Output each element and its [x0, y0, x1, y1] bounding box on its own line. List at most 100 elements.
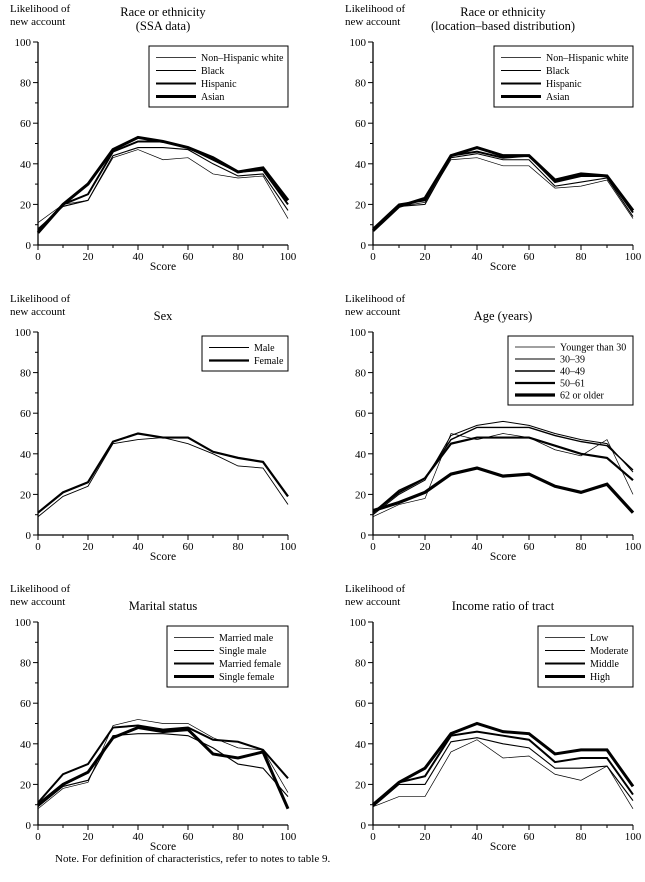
series-line-non-hispanic-white	[372, 157, 634, 230]
x-tick-label: 40	[133, 541, 145, 553]
x-tick-label: 80	[576, 251, 588, 263]
x-axis-label: Score	[149, 841, 177, 853]
y-tick-label: 0	[26, 240, 32, 252]
x-tick-label: 40	[472, 251, 484, 263]
y-tick-label: 80	[355, 658, 367, 670]
legend-label: 50–61	[560, 379, 585, 390]
panel-age: Likelihood of new account Age (years) 0 2…	[323, 290, 645, 580]
x-tick-label: 40	[472, 541, 484, 553]
y-tick-label: 20	[20, 489, 32, 501]
x-tick-label: 20	[420, 541, 432, 553]
y-tick-label: 60	[355, 118, 367, 130]
x-axis-label: Score	[149, 551, 177, 563]
legend-label: Married male	[219, 633, 274, 644]
legend-label: 40–49	[560, 367, 585, 378]
y-tick-label: 20	[355, 779, 367, 791]
x-tick-label: 20	[420, 251, 432, 263]
x-tick-label: 60	[183, 541, 195, 553]
y-axis-label: Likelihood of new account	[345, 583, 405, 609]
x-tick-label: 60	[524, 251, 536, 263]
y-tick-label: 0	[361, 820, 367, 832]
legend-label: Asian	[546, 92, 569, 103]
y-axis-label-line1: Likelihood of	[10, 293, 71, 305]
y-axis-label-line2: new account	[345, 596, 401, 608]
x-tick-label: 20	[420, 831, 432, 843]
x-tick-label: 40	[472, 831, 484, 843]
x-tick-label: 100	[280, 831, 297, 843]
y-tick-label: 80	[20, 658, 32, 670]
x-tick-label: 20	[83, 251, 95, 263]
legend-label: 62 or older	[560, 391, 605, 402]
x-tick-label: 0	[370, 251, 376, 263]
panel-title-line1: Race or ethnicity	[460, 5, 546, 19]
y-tick-label: 100	[15, 617, 32, 629]
series-line-black	[37, 147, 289, 230]
series-line-male	[37, 437, 289, 518]
series-line-married-female	[37, 724, 289, 804]
x-tick-label: 60	[524, 541, 536, 553]
panel-title-line2: (location–based distribution)	[430, 19, 576, 33]
y-tick-label: 80	[20, 368, 32, 380]
y-tick-label: 0	[361, 530, 367, 542]
series-line-female	[37, 432, 289, 514]
y-tick-label: 60	[20, 698, 32, 710]
y-axis-label: Likelihood of new account	[345, 3, 405, 29]
x-tick-label: 40	[133, 831, 145, 843]
y-axis-label-line1: Likelihood of	[345, 3, 406, 15]
legend-label: Non–Hispanic white	[546, 53, 629, 64]
x-axis-label: Score	[489, 841, 517, 853]
panel-title-line1: Age (years)	[473, 309, 533, 323]
x-tick-label: 0	[35, 251, 41, 263]
x-tick-label: 80	[576, 831, 588, 843]
series-line-asian	[36, 135, 290, 234]
chart-race-ethnicity-ssa: 0 20 40 60 80 100 0 20 40 60 80 100 Non–Hispanic whi…	[15, 37, 297, 263]
x-tick-label: 80	[233, 831, 245, 843]
series-line-single-female	[37, 726, 290, 810]
x-tick-label: 20	[83, 831, 95, 843]
panel-title-line1: Race or ethnicity	[120, 5, 206, 19]
x-tick-label: 100	[280, 541, 297, 553]
x-tick-label: 80	[576, 541, 588, 553]
y-axis-label-line1: Likelihood of	[10, 3, 71, 15]
y-tick-label: 100	[15, 327, 32, 339]
y-axis-label: Likelihood of new account	[10, 583, 70, 609]
legend-label: High	[590, 672, 610, 683]
y-tick-label: 40	[20, 159, 32, 171]
y-tick-label: 40	[355, 739, 367, 751]
y-tick-label: 60	[355, 408, 367, 420]
legend-label: Married female	[219, 659, 281, 670]
series-line-62-or-older	[372, 466, 635, 514]
panel-title: Sex	[2, 292, 324, 323]
y-tick-label: 40	[20, 739, 32, 751]
y-axis-label-line2: new account	[10, 596, 66, 608]
series-line-non-hispanic-white	[37, 149, 289, 223]
panel-title-line1: Marital status	[128, 599, 198, 613]
x-tick-label: 60	[183, 251, 195, 263]
y-tick-label: 0	[361, 240, 367, 252]
panel-title: Age (years)	[342, 292, 645, 323]
x-tick-label: 100	[625, 541, 642, 553]
x-tick-label: 0	[370, 831, 376, 843]
x-tick-label: 60	[524, 831, 536, 843]
chart-income-ratio: 0 20 40 60 80 100 0 20 40 60 80 100 Low Moderate Middl…	[350, 617, 642, 843]
legend-label: Hispanic	[546, 79, 582, 90]
series-line-black	[372, 153, 634, 230]
panel-income-ratio: Likelihood of new account Income ratio o…	[323, 580, 645, 870]
y-axis-label: Likelihood of new account	[345, 293, 405, 319]
legend-label: Low	[590, 633, 609, 644]
y-tick-label: 100	[350, 327, 367, 339]
y-tick-label: 60	[355, 698, 367, 710]
y-tick-label: 40	[355, 159, 367, 171]
y-tick-label: 20	[20, 199, 32, 211]
legend-label: Single male	[219, 646, 267, 657]
legend-label: Black	[546, 66, 569, 77]
x-tick-label: 80	[233, 541, 245, 553]
panel-title-line2: (SSA data)	[135, 19, 191, 33]
y-tick-label: 60	[20, 118, 32, 130]
chart-marital-status: 0 20 40 60 80 100 0 20 40 60 80 100 Married male Sing…	[15, 617, 297, 843]
panel-sex: Likelihood of new account Sex 0 20 40 60 80 1…	[0, 290, 322, 580]
y-tick-label: 0	[26, 530, 32, 542]
series-line-high	[372, 721, 635, 806]
panel-title: Race or ethnicity (SSA data)	[2, 2, 324, 33]
panel-race-ethnicity-location: Likelihood of new account Race or ethnic…	[323, 0, 645, 290]
